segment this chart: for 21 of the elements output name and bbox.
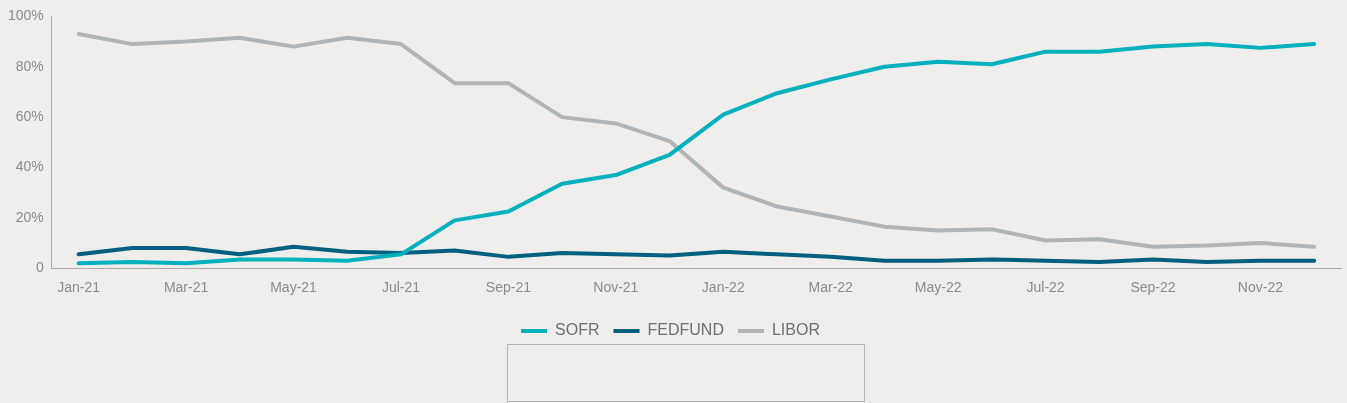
x-tick-label: Jan-22 bbox=[701, 279, 745, 296]
y-tick-label: 40% bbox=[15, 158, 44, 175]
legend-label: FEDFUND bbox=[647, 321, 724, 339]
x-tick-label: Jul-21 bbox=[381, 279, 421, 296]
x-tick-label: Sep-21 bbox=[485, 279, 532, 296]
x-tick-label: Nov-22 bbox=[1237, 279, 1284, 296]
x-tick-label: Mar-21 bbox=[163, 279, 209, 296]
y-tick-label: 20% bbox=[15, 208, 44, 225]
x-tick-label: Mar-22 bbox=[808, 279, 854, 296]
x-tick-label: Jul-22 bbox=[1026, 279, 1065, 296]
y-tick-label: 100% bbox=[7, 7, 44, 24]
x-tick-label: Jan-21 bbox=[57, 279, 101, 296]
x-tick-label: May-22 bbox=[914, 279, 962, 296]
legend-label: LIBOR bbox=[771, 321, 820, 339]
x-tick-label: Nov-21 bbox=[593, 279, 639, 296]
y-tick-label: 0 bbox=[36, 259, 45, 276]
y-tick-label: 60% bbox=[15, 107, 44, 124]
x-tick-label: May-21 bbox=[270, 279, 318, 296]
x-tick-label: Sep-22 bbox=[1130, 279, 1176, 296]
legend-label: SOFR bbox=[555, 321, 600, 339]
y-tick-label: 80% bbox=[15, 57, 44, 74]
